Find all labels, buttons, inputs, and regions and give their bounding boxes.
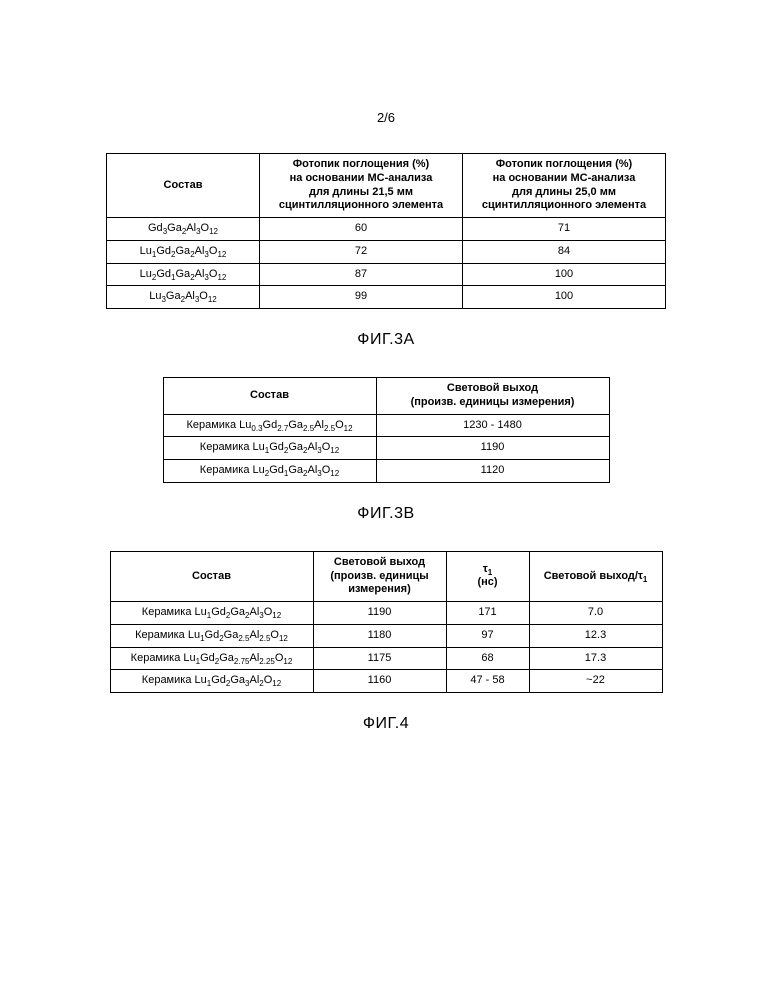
- table-3a: Состав Фотопик поглощения (%)на основани…: [106, 153, 666, 309]
- col-ratio: Световой выход/τ1: [529, 551, 662, 601]
- table-header-row: Состав Световой выход(произв. единицы из…: [163, 378, 609, 415]
- col-composition: Состав: [107, 154, 260, 218]
- page-number: 2/6: [90, 110, 682, 125]
- col-light-output: Световой выход(произв. единицыизмерения): [313, 551, 446, 601]
- cell-value: 1120: [376, 460, 609, 483]
- col-photopeak-25: Фотопик поглощения (%)на основании МС-ан…: [463, 154, 666, 218]
- cell-value: 68: [446, 647, 529, 670]
- table-row: Керамика Lu1Gd2Ga2Al3O12 1190: [163, 437, 609, 460]
- cell-formula: Lu1Gd2Ga2Al3O12: [107, 240, 260, 263]
- cell-value: 1175: [313, 647, 446, 670]
- cell-formula: Gd3Ga2Al3O12: [107, 218, 260, 241]
- cell-formula: Lu3Ga2Al3O12: [107, 286, 260, 309]
- col-composition: Состав: [163, 378, 376, 415]
- cell-formula: Керамика Lu1Gd2Ga2Al3O12: [110, 602, 313, 625]
- table-row: Керамика Lu0.3Gd2.7Ga2.5Al2.5O12 1230 - …: [163, 414, 609, 437]
- cell-value: 72: [260, 240, 463, 263]
- cell-formula: Керамика Lu0.3Gd2.7Ga2.5Al2.5O12: [163, 414, 376, 437]
- cell-value: 1190: [376, 437, 609, 460]
- cell-value: 71: [463, 218, 666, 241]
- cell-value: 7.0: [529, 602, 662, 625]
- cell-value: 60: [260, 218, 463, 241]
- table-4: Состав Световой выход(произв. единицыизм…: [110, 551, 663, 693]
- cell-value: 100: [463, 263, 666, 286]
- cell-value: 1160: [313, 670, 446, 693]
- cell-formula: Керамика Lu1Gd2Ga2.75Al2.25O12: [110, 647, 313, 670]
- cell-value: 97: [446, 624, 529, 647]
- cell-value: 1190: [313, 602, 446, 625]
- cell-formula: Керамика Lu2Gd1Ga2Al3O12: [163, 460, 376, 483]
- col-composition: Состав: [110, 551, 313, 601]
- table-row: Lu1Gd2Ga2Al3O12 72 84: [107, 240, 666, 263]
- cell-value: 1180: [313, 624, 446, 647]
- table-3b: Состав Световой выход(произв. единицы из…: [163, 377, 610, 483]
- table-header-row: Состав Фотопик поглощения (%)на основани…: [107, 154, 666, 218]
- cell-value: 171: [446, 602, 529, 625]
- table-row: Lu2Gd1Ga2Al3O12 87 100: [107, 263, 666, 286]
- table-header-row: Состав Световой выход(произв. единицыизм…: [110, 551, 662, 601]
- cell-value: 99: [260, 286, 463, 309]
- table-row: Lu3Ga2Al3O12 99 100: [107, 286, 666, 309]
- cell-value: 1230 - 1480: [376, 414, 609, 437]
- table-row: Gd3Ga2Al3O12 60 71: [107, 218, 666, 241]
- table-row: Керамика Lu1Gd2Ga3Al2O12 1160 47 - 58 ~2…: [110, 670, 662, 693]
- table-row: Керамика Lu1Gd2Ga2Al3O12 1190 171 7.0: [110, 602, 662, 625]
- cell-value: 47 - 58: [446, 670, 529, 693]
- cell-value: 87: [260, 263, 463, 286]
- cell-formula: Керамика Lu1Gd2Ga2.5Al2.5O12: [110, 624, 313, 647]
- col-tau: τ1(нс): [446, 551, 529, 601]
- cell-formula: Lu2Gd1Ga2Al3O12: [107, 263, 260, 286]
- caption-3b: ФИГ.3B: [90, 505, 682, 523]
- cell-value: 100: [463, 286, 666, 309]
- cell-value: 84: [463, 240, 666, 263]
- col-light-output: Световой выход(произв. единицы измерения…: [376, 378, 609, 415]
- cell-value: 17.3: [529, 647, 662, 670]
- table-row: Керамика Lu1Gd2Ga2.75Al2.25O12 1175 68 1…: [110, 647, 662, 670]
- table-row: Керамика Lu2Gd1Ga2Al3O12 1120: [163, 460, 609, 483]
- col-photopeak-21: Фотопик поглощения (%)на основании МС-ан…: [260, 154, 463, 218]
- caption-3a: ФИГ.3A: [90, 331, 682, 349]
- table-row: Керамика Lu1Gd2Ga2.5Al2.5O12 1180 97 12.…: [110, 624, 662, 647]
- cell-formula: Керамика Lu1Gd2Ga3Al2O12: [110, 670, 313, 693]
- cell-formula: Керамика Lu1Gd2Ga2Al3O12: [163, 437, 376, 460]
- caption-4: ФИГ.4: [90, 715, 682, 733]
- cell-value: ~22: [529, 670, 662, 693]
- cell-value: 12.3: [529, 624, 662, 647]
